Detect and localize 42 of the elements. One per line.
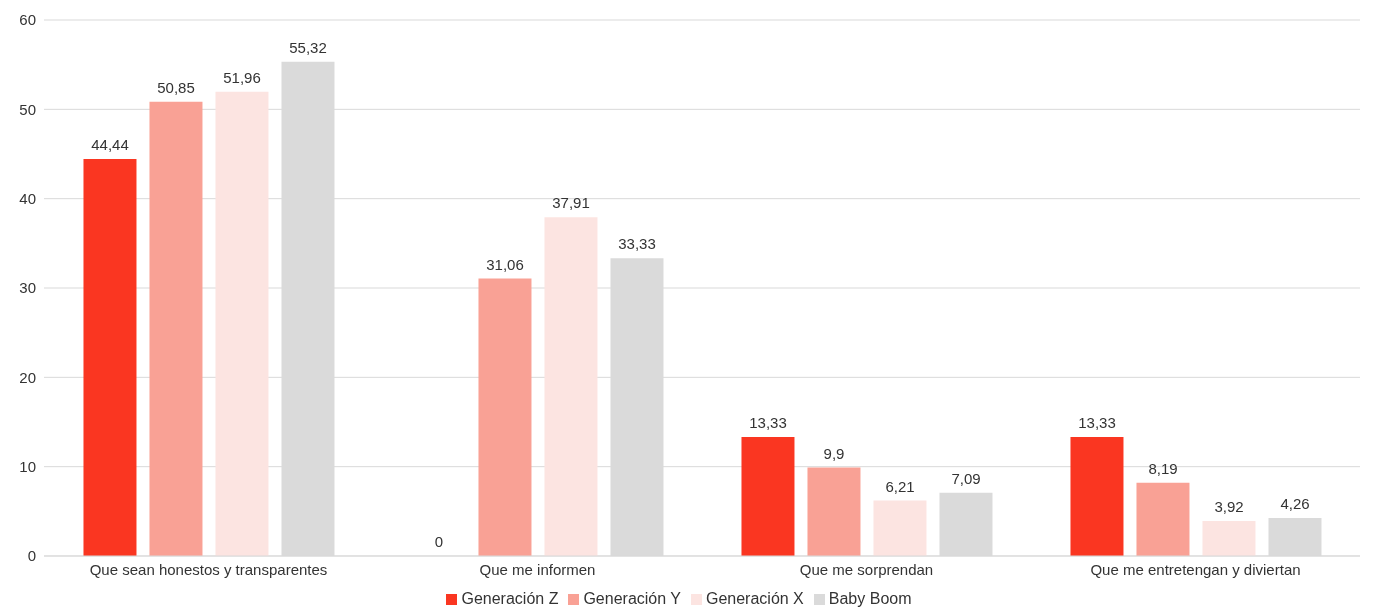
bar [873, 500, 927, 556]
data-label: 7,09 [951, 469, 981, 487]
bar [83, 159, 137, 556]
bar [1070, 436, 1124, 556]
data-label: 6,21 [885, 477, 915, 495]
y-tick-label: 40 [19, 189, 36, 207]
data-label: 9,9 [823, 444, 845, 462]
x-tick-label: Que sean honestos y transparentes [89, 560, 328, 578]
y-tick-label: 60 [19, 11, 36, 29]
y-tick-label: 20 [19, 368, 36, 386]
data-label: 13,33 [1078, 413, 1116, 431]
data-label: 0 [434, 532, 444, 550]
y-tick-label: 0 [27, 547, 36, 565]
y-tick-label: 50 [19, 100, 36, 118]
x-tick-label: Que me informen [479, 560, 596, 578]
bar [544, 217, 598, 556]
x-tick-label: Que me entretengan y diviertan [1090, 560, 1301, 578]
legend-label: Generación Y [583, 590, 681, 607]
y-tick-label: 10 [19, 457, 36, 475]
data-label: 3,92 [1214, 497, 1244, 515]
data-label: 4,26 [1280, 494, 1310, 512]
x-tick-label: Que me sorprendan [799, 560, 934, 578]
y-tick-label: 30 [19, 279, 36, 297]
data-label: 51,96 [223, 68, 261, 86]
bar [741, 436, 795, 556]
bar [215, 91, 269, 556]
bar [1136, 482, 1190, 556]
bar [807, 467, 861, 556]
data-label: 31,06 [486, 255, 524, 273]
data-label: 33,33 [618, 235, 656, 253]
legend-label: Baby Boom [828, 590, 912, 607]
data-label: 44,44 [91, 136, 129, 153]
data-label: 8,19 [1148, 459, 1178, 477]
bar [478, 278, 532, 556]
legend-label: Generación X [705, 590, 804, 607]
bar [1202, 520, 1256, 556]
data-label: 50,85 [157, 78, 195, 96]
bar [149, 101, 203, 556]
legend-label: Generación Z [461, 590, 559, 607]
data-label: 37,91 [552, 194, 590, 212]
data-label: 55,32 [289, 38, 327, 56]
data-label: 13,33 [749, 413, 787, 431]
